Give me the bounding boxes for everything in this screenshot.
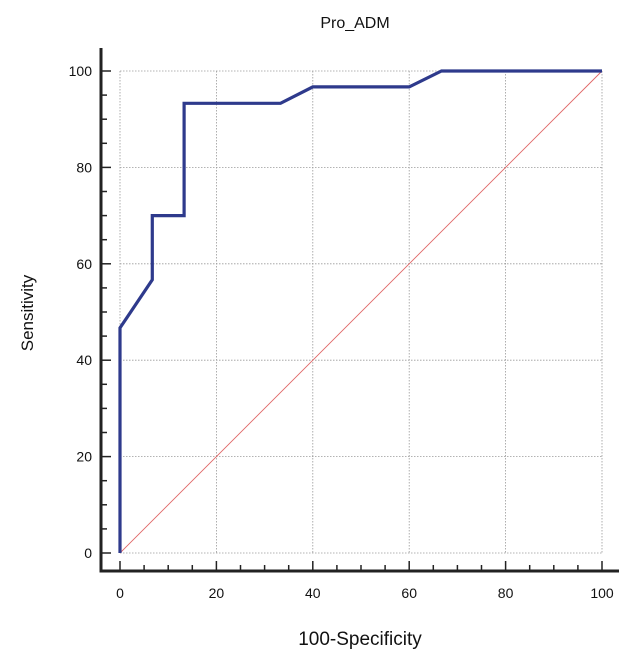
x-tick-label: 60 <box>401 585 417 601</box>
axes <box>99 48 619 573</box>
x-tick-label: 40 <box>305 585 321 601</box>
x-tick-label: 100 <box>590 585 614 601</box>
chart-title: Pro_ADM <box>320 15 389 32</box>
x-tick-label: 0 <box>116 585 124 601</box>
grid-lines <box>119 70 603 554</box>
y-axis-label: Sensitivity <box>18 274 37 351</box>
x-tick-label: 80 <box>498 585 514 601</box>
y-tick-label: 60 <box>76 256 92 272</box>
reference-diagonal-line <box>119 70 603 554</box>
y-tick-label: 80 <box>76 159 92 175</box>
y-tick-label: 100 <box>69 63 93 79</box>
series-layer <box>118 69 602 553</box>
y-tick-label: 40 <box>76 352 92 368</box>
reference-line-layer <box>119 70 603 554</box>
x-tick-label: 20 <box>209 585 225 601</box>
y-tick-label: 20 <box>76 449 92 465</box>
x-axis-label: 100-Specificity <box>298 629 422 650</box>
roc-curve-line <box>118 69 602 553</box>
y-tick-label: 0 <box>84 545 92 561</box>
tick-labels: 0 20 40 60 80 100 0 20 40 60 80 100 <box>69 63 614 601</box>
